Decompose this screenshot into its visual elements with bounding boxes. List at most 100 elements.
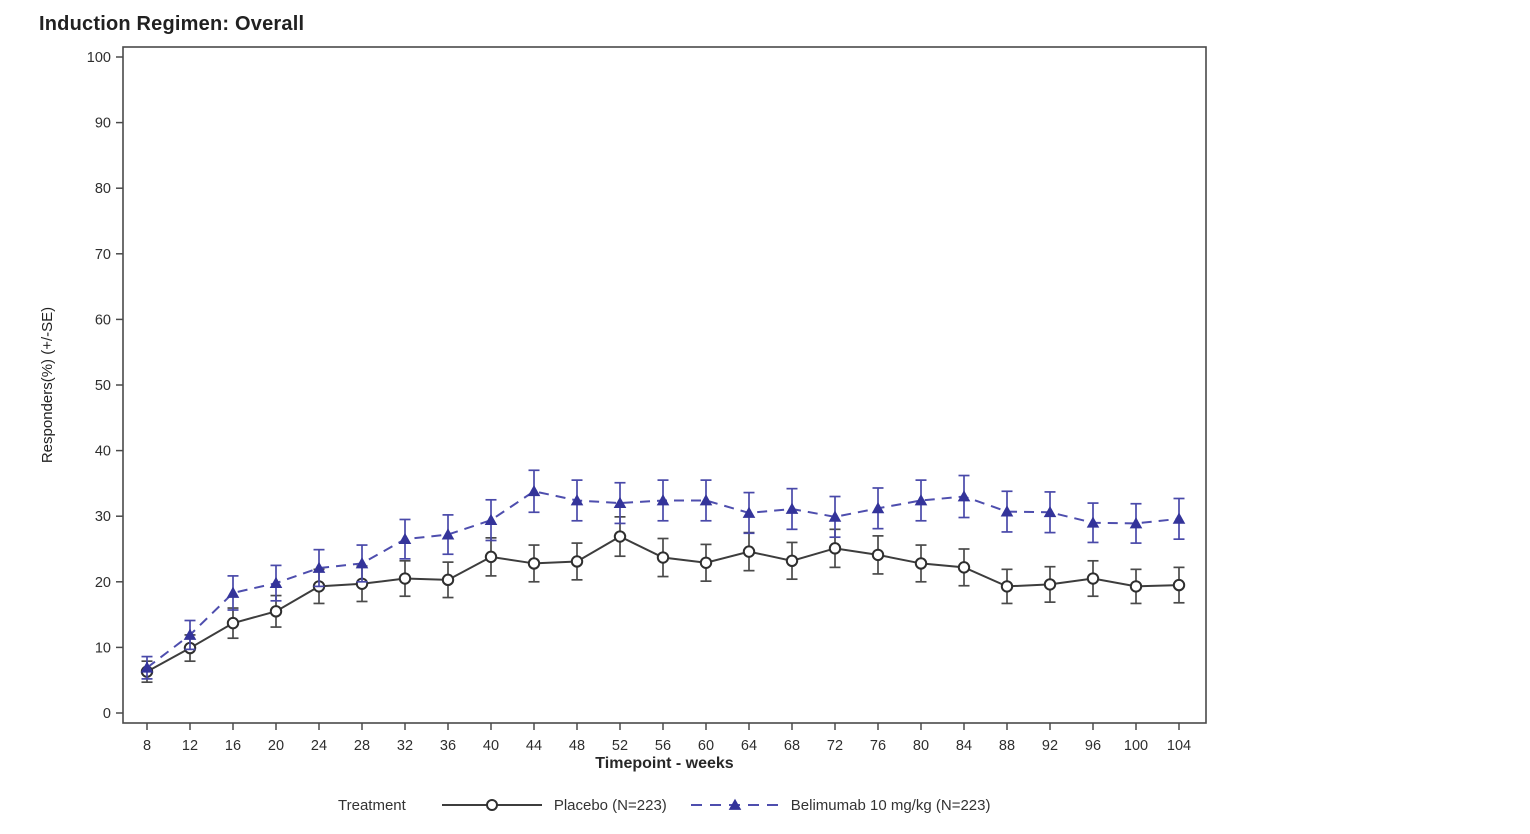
data-point-triangle	[656, 494, 670, 506]
data-point-circle	[1172, 578, 1186, 592]
y-tick-label: 10	[95, 640, 111, 656]
data-point-triangle	[828, 510, 842, 522]
x-tick-label: 20	[268, 738, 284, 754]
data-point-circle	[441, 573, 455, 587]
chart-svg: 0 10 20 30 40 50 60 70 80 90 100 8 12 16 20 24 28 32 36 40 4…	[39, 46, 1207, 772]
data-point-circle	[398, 572, 412, 585]
x-tick-label: 80	[913, 738, 929, 754]
data-point-triangle	[484, 513, 498, 526]
y-tick-label: 40	[95, 444, 111, 460]
data-point-circle	[914, 557, 928, 570]
data-point-triangle	[699, 494, 713, 506]
x-tick-label: 76	[870, 738, 886, 754]
legend-label-placebo: Placebo (N=223)	[553, 796, 667, 814]
y-tick-label: 20	[95, 575, 111, 591]
data-point-circle	[656, 551, 670, 564]
x-tick-label: 24	[311, 738, 327, 754]
x-tick-label: 84	[956, 738, 972, 754]
x-tick-label: 28	[354, 738, 370, 754]
y-tick-label: 30	[95, 509, 111, 525]
legend-label-belimumab: Belimumab 10 mg/kg (N=223)	[790, 796, 991, 814]
data-point-circle	[957, 561, 971, 574]
data-point-circle	[785, 554, 799, 568]
data-point-triangle	[1086, 516, 1100, 528]
placebo-sample-marker	[485, 799, 498, 811]
data-point-circle	[828, 542, 842, 555]
data-point-circle	[527, 557, 541, 570]
data-point-triangle	[183, 628, 197, 640]
data-point-triangle	[1043, 505, 1057, 518]
data-point-circle	[699, 556, 713, 569]
x-tick-label: 8	[143, 738, 151, 754]
y-axis-title: Responders(%) (+/-SE)	[39, 307, 56, 463]
data-point-circle	[484, 550, 498, 564]
data-point-triangle	[613, 496, 627, 508]
legend-title: Treatment	[338, 796, 406, 814]
data-point-circle	[742, 545, 756, 558]
x-tick-label: 92	[1042, 738, 1058, 754]
data-point-triangle	[527, 484, 541, 497]
data-point-circle	[1043, 578, 1057, 591]
data-point-triangle	[226, 586, 240, 598]
x-axis: 8 12 16 20 24 28 32 36 40 44 48 52 56 60 64 68 72 76 80 84 8…	[143, 723, 1191, 754]
y-tick-label: 50	[95, 378, 111, 394]
data-point-triangle	[1129, 517, 1143, 529]
x-tick-label: 40	[483, 738, 499, 754]
y-tick-label: 80	[95, 181, 111, 197]
x-tick-label: 36	[440, 738, 456, 754]
x-tick-label: 104	[1167, 738, 1191, 754]
data-point-triangle	[957, 490, 971, 502]
x-tick-label: 44	[526, 738, 542, 754]
data-point-circle	[871, 548, 885, 562]
legend-item-placebo: Placebo (N=223)	[440, 795, 667, 815]
x-tick-label: 16	[225, 738, 241, 754]
x-tick-label: 32	[397, 738, 413, 754]
x-tick-label: 60	[698, 738, 714, 754]
chart-title: Induction Regimen: Overall	[39, 13, 305, 35]
x-tick-label: 12	[182, 738, 198, 754]
data-point-triangle	[871, 502, 885, 514]
data-point-triangle	[785, 502, 799, 514]
data-point-circle	[226, 616, 240, 630]
legend: Treatment Placebo (N=223) Belimumab 10 m…	[338, 795, 1012, 815]
x-tick-label: 100	[1124, 738, 1148, 754]
data-point-triangle	[1172, 512, 1186, 524]
x-tick-label: 64	[741, 738, 757, 754]
x-tick-label: 56	[655, 738, 671, 754]
placebo-line-sample	[441, 799, 542, 811]
data-point-circle	[1129, 580, 1143, 593]
y-tick-label: 100	[87, 50, 111, 66]
x-tick-label: 52	[612, 738, 628, 754]
belimumab-line-sample	[690, 798, 779, 810]
y-tick-label: 60	[95, 312, 111, 328]
belimumab-sample-marker	[728, 798, 742, 810]
data-point-circle	[1000, 580, 1014, 593]
data-point-triangle	[355, 557, 369, 569]
plot-frame	[122, 46, 1207, 724]
x-tick-label: 88	[999, 738, 1015, 754]
data-point-triangle	[441, 528, 455, 540]
data-point-triangle	[269, 576, 283, 589]
data-point-circle	[1086, 572, 1100, 585]
y-tick-label: 90	[95, 116, 111, 132]
x-tick-label: 72	[827, 738, 843, 754]
data-point-triangle	[1000, 505, 1014, 517]
data-point-triangle	[570, 494, 584, 506]
series-belimumab	[140, 469, 1186, 680]
data-point-triangle	[398, 532, 412, 545]
x-axis-title: Timepoint - weeks	[595, 755, 734, 772]
x-tick-label: 96	[1085, 738, 1101, 754]
data-point-circle	[570, 555, 584, 568]
data-point-circle	[269, 605, 283, 618]
y-tick-label: 0	[103, 706, 111, 722]
series-placebo	[140, 516, 1186, 684]
x-tick-label: 48	[569, 738, 585, 754]
legend-item-belimumab: Belimumab 10 mg/kg (N=223)	[689, 795, 991, 815]
data-point-triangle	[742, 506, 756, 518]
data-point-circle	[613, 530, 627, 543]
data-point-triangle	[140, 661, 154, 673]
x-tick-label: 68	[784, 738, 800, 754]
y-tick-label: 70	[95, 247, 111, 263]
y-axis: 0 10 20 30 40 50 60 70 80 90 100	[87, 50, 123, 722]
